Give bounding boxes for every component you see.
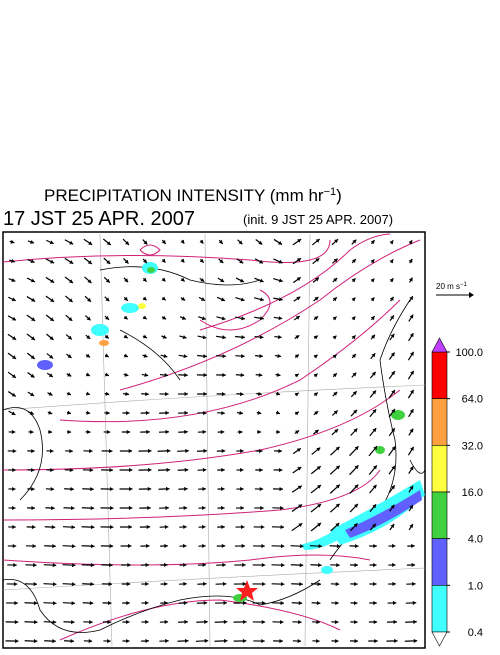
colorbar-label: 1.0: [468, 580, 483, 592]
map: [3, 232, 425, 648]
colorbar-segment: [432, 539, 447, 586]
init-time: (init. 9 JST 25 APR. 2007): [243, 212, 393, 227]
wind-scale-label: 20 m s−1: [436, 282, 468, 291]
colorbar-over: [432, 338, 447, 352]
wind-scale-sup: −1: [460, 282, 468, 288]
colorbar-label: 16.0: [462, 487, 483, 499]
title-sup: −1: [324, 186, 337, 198]
title-suffix: ): [336, 186, 342, 205]
colorbar-label: 32.0: [462, 440, 483, 452]
colorbar-label: 64.0: [462, 394, 483, 406]
title: PRECIPITATION INTENSITY (mm hr−1): [44, 186, 342, 205]
colorbar-label: 0.4: [468, 627, 483, 639]
wind-scale-text: 20 m s: [436, 282, 460, 291]
wind-scale-head: [469, 292, 474, 298]
colorbar-segment: [432, 585, 447, 632]
colorbar-segment: [432, 445, 447, 492]
title-text: PRECIPITATION INTENSITY (mm hr: [44, 186, 324, 205]
colorbar-segment: [432, 492, 447, 539]
colorbar: 100.0 64.0 32.0 16.0 4.0 1.0 0.4: [432, 338, 483, 646]
colorbar-label: 100.0: [455, 347, 483, 359]
colorbar-segment: [432, 399, 447, 446]
valid-time: 17 JST 25 APR. 2007: [3, 208, 195, 230]
colorbar-under: [432, 632, 447, 646]
wind-scale: 20 m s−1: [436, 282, 474, 298]
colorbar-segment: [432, 352, 447, 399]
colorbar-label: 4.0: [468, 534, 483, 546]
map-frame: [3, 232, 425, 648]
